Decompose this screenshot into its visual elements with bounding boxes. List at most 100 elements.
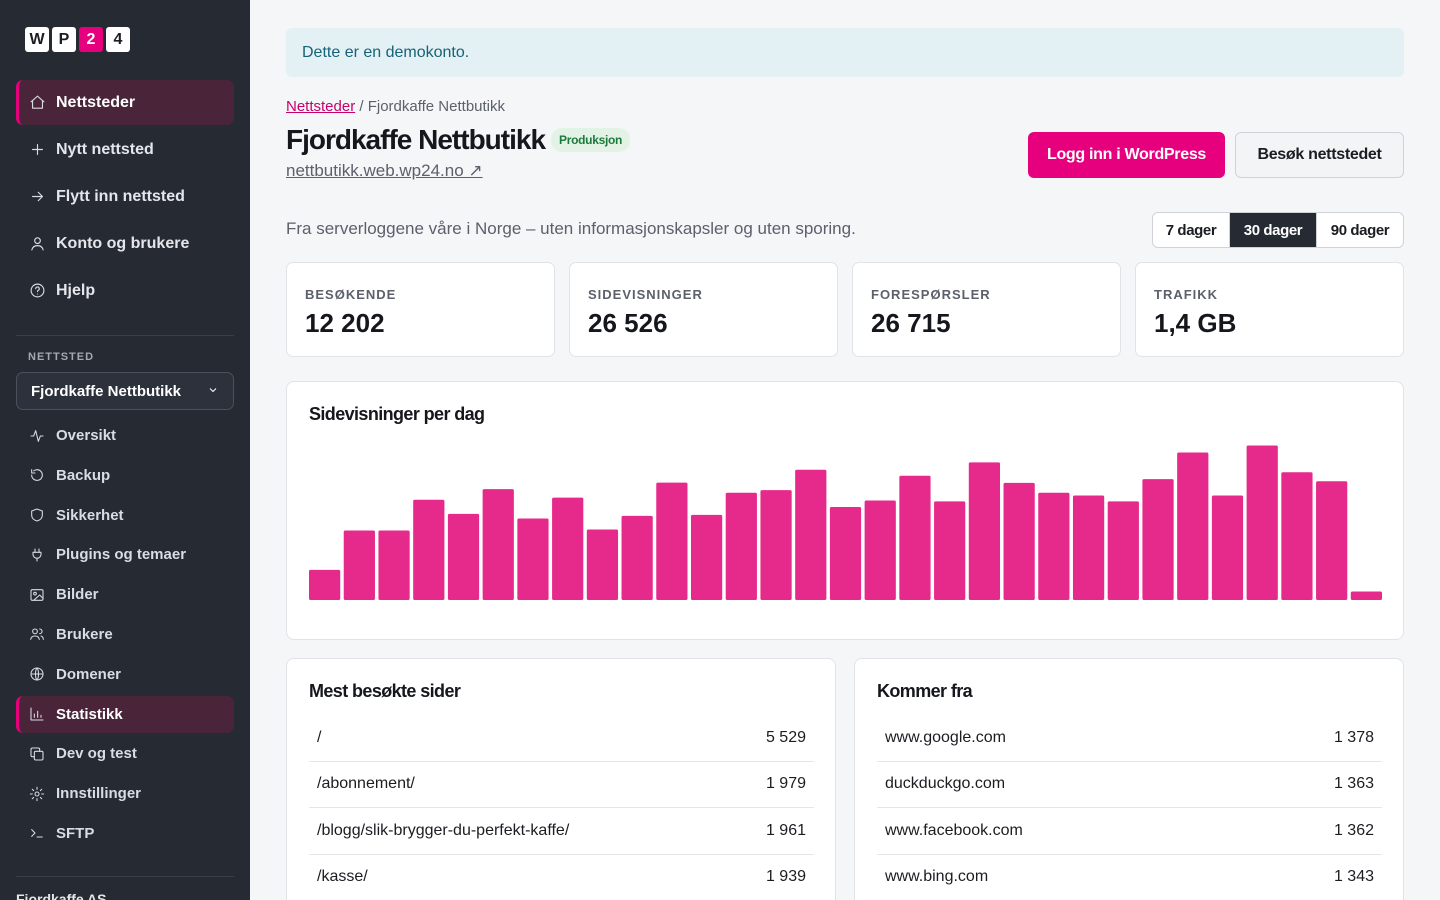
chart-bar[interactable]: [1211, 495, 1244, 600]
chart-bar[interactable]: [413, 499, 445, 600]
chart-bar[interactable]: [829, 507, 862, 600]
chart-bar[interactable]: [725, 492, 757, 600]
stat-value: 12 202: [305, 308, 385, 338]
table-row[interactable]: / 5 529: [309, 715, 814, 762]
org-name[interactable]: Fjordkaffe AS: [16, 891, 107, 900]
breadcrumb-link-nettsteder[interactable]: Nettsteder: [286, 98, 356, 115]
logo-letter-p: P: [52, 27, 76, 52]
nav-item-label: Konto og brukere: [56, 234, 190, 252]
range-option-30-days[interactable]: 30 dager: [1230, 213, 1317, 247]
date-range-selector: 7 dager 30 dager 90 dager: [1152, 212, 1404, 248]
referrers-title: Kommer fra: [877, 681, 973, 701]
chart-bar[interactable]: [1246, 445, 1278, 600]
breadcrumb-current: Fjordkaffe Nettbutikk: [367, 98, 506, 115]
table-row[interactable]: www.bing.com 1 343: [877, 855, 1382, 900]
chart-bar[interactable]: [1177, 452, 1209, 601]
chart-bar[interactable]: [517, 518, 549, 600]
sidebar-item-label: Domener: [56, 665, 122, 683]
chart-bar[interactable]: [1281, 472, 1313, 600]
chart-bar[interactable]: [899, 475, 931, 600]
sidebar-item-label: Bilder: [56, 586, 99, 604]
visit-site-button[interactable]: Besøk nettstedet: [1235, 132, 1404, 178]
bar-chart-icon: [28, 705, 46, 723]
table-row[interactable]: www.facebook.com 1 362: [877, 808, 1382, 855]
chart-bar[interactable]: [378, 530, 410, 600]
stat-label: SIDEVISNINGER: [588, 287, 703, 302]
sidebar-item-label: Innstillinger: [56, 785, 142, 803]
referrer-count: 1 363: [1333, 775, 1374, 793]
chart-bar[interactable]: [934, 501, 966, 600]
sidebar-item-label: Sikkerhet: [56, 506, 124, 524]
chart-bar[interactable]: [586, 529, 619, 600]
chart-bar[interactable]: [482, 489, 514, 600]
sidebar-item-domener[interactable]: Domener: [16, 656, 234, 693]
page-path: /blogg/slik-brygger-du-perfekt-kaffe/: [317, 821, 570, 839]
chart-bar[interactable]: [1072, 495, 1105, 600]
table-row[interactable]: duckduckgo.com 1 363: [877, 762, 1382, 808]
nav-item-hjelp[interactable]: Hjelp: [16, 268, 234, 313]
chart-bar[interactable]: [1316, 481, 1348, 600]
help-circle-icon: [28, 282, 46, 300]
referrer-count: 1 343: [1333, 868, 1374, 886]
site-nav: Oversikt Backup Sikkerhet Plugins og tem…: [16, 417, 234, 855]
referrer-source: www.facebook.com: [885, 821, 1023, 839]
image-icon: [28, 586, 46, 604]
page-count: 1 979: [765, 775, 806, 793]
sidebar-item-oversikt[interactable]: Oversikt: [16, 417, 234, 454]
nav-item-nettsteder[interactable]: Nettsteder: [16, 80, 234, 125]
sidebar-item-bilder[interactable]: Bilder: [16, 576, 234, 613]
sidebar-item-label: Backup: [56, 466, 111, 484]
stat-label: TRAFIKK: [1154, 287, 1219, 302]
login-wordpress-button[interactable]: Logg inn i WordPress: [1028, 132, 1225, 178]
chart-bar[interactable]: [864, 500, 896, 601]
chart-bar[interactable]: [552, 497, 584, 600]
arrow-right-icon: [28, 188, 46, 206]
sidebar-item-statistikk[interactable]: Statistikk: [16, 695, 234, 733]
sidebar-item-label: SFTP: [56, 824, 95, 842]
sidebar-item-brukere[interactable]: Brukere: [16, 616, 234, 653]
top-pages-list: / 5 529 /abonnement/ 1 979 /blogg/slik-b…: [309, 715, 814, 900]
chart-title: Sidevisninger per dag: [309, 404, 485, 424]
site-url-link[interactable]: nettbutikk.web.wp24.no ↗: [286, 161, 483, 180]
nav-item-label: Hjelp: [56, 281, 96, 299]
sidebar-item-sftp[interactable]: SFTP: [16, 815, 234, 852]
chart-bar[interactable]: [1003, 482, 1035, 600]
referrers-card: Kommer fra www.google.com 1 378 duckduck…: [854, 658, 1404, 900]
nav-item-konto[interactable]: Konto og brukere: [16, 221, 234, 266]
pageviews-chart-card: Sidevisninger per dag: [286, 381, 1404, 640]
chart-bar[interactable]: [968, 462, 1001, 600]
chevron-down-icon: [207, 383, 219, 400]
chart-bar[interactable]: [1142, 479, 1174, 600]
table-row[interactable]: /blogg/slik-brygger-du-perfekt-kaffe/ 1 …: [309, 808, 814, 855]
chart-bar[interactable]: [343, 530, 375, 600]
chart-bar[interactable]: [621, 515, 653, 600]
range-option-7-days[interactable]: 7 dager: [1153, 213, 1230, 247]
wp24-logo[interactable]: W P 2 4: [25, 27, 130, 52]
nav-item-flytt-inn[interactable]: Flytt inn nettsted: [16, 174, 234, 219]
chart-bar[interactable]: [447, 513, 480, 600]
sidebar-item-dev-og-test[interactable]: Dev og test: [16, 735, 234, 772]
table-row[interactable]: /abonnement/ 1 979: [309, 762, 814, 808]
referrer-source: www.google.com: [885, 728, 1006, 746]
nav-item-nytt-nettsted[interactable]: Nytt nettsted: [16, 127, 234, 172]
stat-card-pageviews: SIDEVISNINGER 26 526: [569, 262, 838, 357]
sidebar-item-plugins[interactable]: Plugins og temaer: [16, 536, 234, 573]
table-row[interactable]: /kasse/ 1 939: [309, 855, 814, 900]
site-select[interactable]: Fjordkaffe Nettbutikk: [16, 372, 234, 410]
chart-bar[interactable]: [1350, 591, 1382, 600]
sidebar-item-backup[interactable]: Backup: [16, 457, 234, 494]
range-option-90-days[interactable]: 90 dager: [1330, 221, 1390, 239]
chart-bar[interactable]: [760, 490, 792, 600]
shield-icon: [28, 506, 46, 524]
sidebar-item-innstillinger[interactable]: Innstillinger: [16, 775, 234, 812]
chart-bar[interactable]: [795, 469, 827, 600]
sidebar-item-sikkerhet[interactable]: Sikkerhet: [16, 497, 234, 534]
home-icon: [28, 94, 46, 112]
chart-bar[interactable]: [1107, 501, 1139, 600]
chart-bar[interactable]: [690, 514, 723, 600]
chart-bar[interactable]: [1038, 492, 1070, 600]
table-row[interactable]: www.google.com 1 378: [877, 715, 1382, 762]
chart-bar[interactable]: [656, 482, 688, 600]
chart-bar[interactable]: [309, 569, 341, 600]
referrers-list: www.google.com 1 378 duckduckgo.com 1 36…: [877, 715, 1382, 900]
